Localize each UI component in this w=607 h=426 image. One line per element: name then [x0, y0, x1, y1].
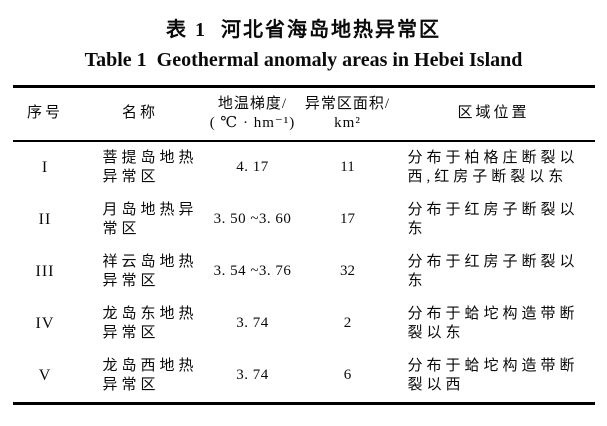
cell-area: 2 [343, 315, 352, 332]
column-header-no: 序号 [12, 86, 78, 142]
cell-name: 祥云岛地热 异常区 [102, 253, 198, 289]
column-header-location: 区域位置 [392, 86, 595, 142]
cell-gradient: 4. 17 [236, 159, 269, 176]
table-row: III 祥云岛地热 异常区 3. 54 ~3. 76 32 分布于红房子断裂以 … [13, 246, 595, 298]
cell-name: 菩提岛地热 异常区 [102, 149, 198, 185]
geothermal-anomaly-table: 序号 名称 地温梯度/ ( ℃ · hm⁻¹) 异常区面积/ km² 区域位置 … [12, 85, 595, 405]
cell-area: 32 [340, 263, 355, 280]
cell-area: 11 [340, 159, 355, 176]
cell-location: 分布于红房子断裂以 东 [407, 253, 579, 289]
table-row: V 龙岛西地热 异常区 3. 74 6 分布于蛤坨构造带断 裂以西 [13, 350, 595, 404]
table-row: I 菩提岛地热 异常区 4. 17 11 分布于柏格庄断裂以 西,红房子断裂以东 [13, 141, 595, 194]
table-title-chinese: 表 1 河北省海岛地热异常区 [166, 19, 441, 41]
cell-area: 6 [343, 367, 352, 384]
cell-area: 17 [340, 211, 355, 228]
cell-location: 分布于柏格庄断裂以 西,红房子断裂以东 [407, 149, 579, 185]
cell-location: 分布于蛤坨构造带断 裂以西 [407, 357, 579, 393]
cell-gradient: 3. 74 [236, 367, 269, 384]
cell-gradient: 3. 74 [236, 315, 269, 332]
cell-name: 龙岛东地热 异常区 [102, 305, 198, 341]
cell-no: IV [35, 314, 55, 332]
cell-no: V [38, 366, 52, 384]
cell-no: III [35, 262, 55, 280]
cell-no: II [38, 210, 52, 228]
column-header-name: 名称 [77, 86, 203, 142]
cell-name: 龙岛西地热 异常区 [102, 357, 198, 393]
cell-gradient: 3. 50 ~3. 60 [213, 211, 292, 228]
table-row: IV 龙岛东地热 异常区 3. 74 2 分布于蛤坨构造带断 裂以东 [13, 298, 595, 350]
cell-name: 月岛地热异 常区 [102, 201, 198, 237]
column-header-gradient: 地温梯度/ ( ℃ · hm⁻¹) [202, 86, 303, 142]
cell-gradient: 3. 54 ~3. 76 [213, 263, 292, 280]
cell-location: 分布于红房子断裂以 东 [407, 201, 579, 237]
table-title-english: Table 1 Geothermal anomaly areas in Hebe… [84, 49, 523, 71]
table-row: II 月岛地热异 常区 3. 50 ~3. 60 17 分布于红房子断裂以 东 [13, 194, 595, 246]
table-header-row: 序号 名称 地温梯度/ ( ℃ · hm⁻¹) 异常区面积/ km² 区域位置 [12, 86, 595, 142]
cell-location: 分布于蛤坨构造带断 裂以东 [407, 305, 579, 341]
column-header-area: 异常区面积/ km² [302, 86, 393, 142]
cell-no: I [41, 158, 49, 176]
